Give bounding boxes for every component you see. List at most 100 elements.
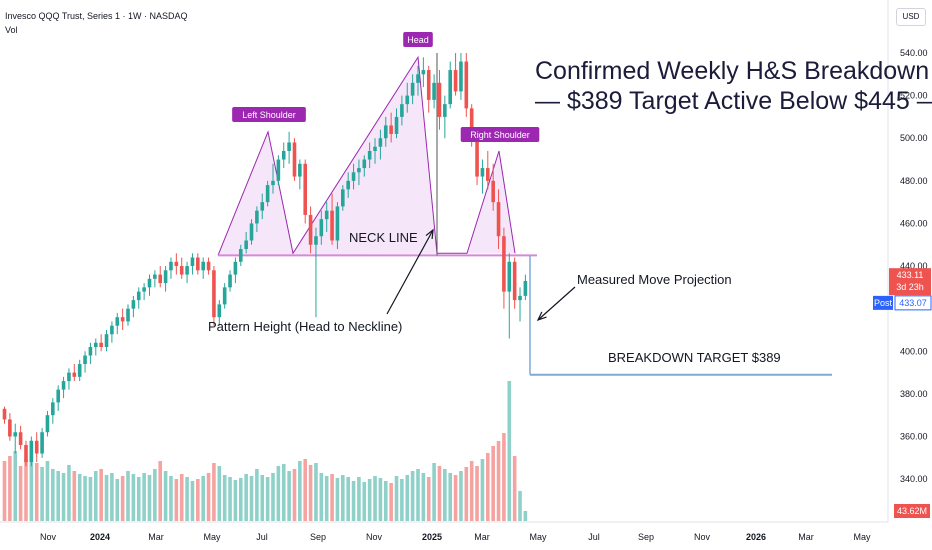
candle-body xyxy=(206,261,211,271)
post-price-value: 433.07 xyxy=(899,298,927,308)
candle-body xyxy=(400,104,404,117)
candle-body xyxy=(18,432,23,446)
time-axis-label: Nov xyxy=(366,532,383,542)
volume-bar xyxy=(126,471,130,521)
candle-body xyxy=(405,95,410,105)
time-axis-label: 2026 xyxy=(746,532,766,542)
time-axis-label: Sep xyxy=(310,532,326,542)
volume-bar xyxy=(389,483,393,521)
candle xyxy=(24,440,28,467)
candle xyxy=(512,257,517,309)
volume-bar xyxy=(400,479,404,521)
time-axis-label: May xyxy=(853,532,871,542)
price-tick-label: 360.00 xyxy=(900,431,928,441)
candle xyxy=(292,138,297,181)
candle-body xyxy=(475,138,479,177)
volume-bar xyxy=(72,471,77,521)
candle-body xyxy=(324,210,329,220)
volume-bar xyxy=(308,465,313,521)
volume-bar xyxy=(120,476,125,521)
time-axis-label: Mar xyxy=(148,532,164,542)
volume-bar xyxy=(432,463,436,521)
volume-bar xyxy=(437,466,442,521)
candle-body xyxy=(308,214,313,245)
candle-body xyxy=(260,202,265,211)
candle-body xyxy=(142,287,146,292)
candle-body xyxy=(104,334,109,348)
price-tick-label: 440.00 xyxy=(900,261,928,271)
volume-bar xyxy=(110,473,114,521)
candle xyxy=(72,364,77,382)
candle xyxy=(233,257,238,284)
candle xyxy=(29,436,34,467)
candle-body xyxy=(77,364,82,377)
candle-body xyxy=(265,185,270,203)
candle xyxy=(502,227,506,309)
volume-bar xyxy=(67,465,71,521)
time-axis-label: Mar xyxy=(798,532,814,542)
volume-bar xyxy=(496,441,501,521)
volume-indicator-label[interactable]: Vol xyxy=(5,25,18,35)
candle xyxy=(464,53,469,117)
candle-body xyxy=(346,180,350,190)
volume-bar xyxy=(512,456,517,521)
symbol-title[interactable]: Invesco QQQ Trust, Series 1 · 1W · NASDA… xyxy=(5,11,188,21)
candle xyxy=(13,423,18,454)
volume-bar xyxy=(314,463,318,521)
candle-body xyxy=(88,347,93,356)
candle xyxy=(260,193,265,220)
candle-body xyxy=(201,261,205,271)
candle xyxy=(67,368,71,390)
candle-body xyxy=(72,372,77,377)
candle xyxy=(421,57,426,88)
volume-bar xyxy=(260,475,265,521)
candle xyxy=(367,142,372,169)
volume-bar xyxy=(34,463,39,521)
candle-body xyxy=(244,240,248,250)
volume-bar xyxy=(142,473,146,521)
currency-button[interactable]: USD xyxy=(896,8,926,26)
volume-bar xyxy=(255,469,259,521)
candle-body xyxy=(249,223,254,241)
volume-bar xyxy=(93,471,98,521)
candle xyxy=(265,180,270,207)
candle-body xyxy=(190,257,195,267)
volume-bar xyxy=(212,463,216,521)
candle xyxy=(222,283,227,309)
candle-body xyxy=(421,70,426,75)
volume-bar xyxy=(244,474,248,521)
volume-bar xyxy=(83,476,87,521)
candle xyxy=(179,257,184,279)
volume-bar xyxy=(453,475,458,521)
candle-body xyxy=(8,419,12,437)
volume-bar xyxy=(523,511,528,521)
candle xyxy=(351,163,356,190)
candle-body xyxy=(330,210,334,241)
candle-body xyxy=(115,317,120,326)
candle xyxy=(8,413,12,441)
volume-bar xyxy=(99,469,103,521)
candle-body xyxy=(480,168,485,177)
volume-bar xyxy=(475,466,479,521)
candle xyxy=(147,274,152,296)
pattern-height-arrow xyxy=(386,229,434,315)
volume-bar xyxy=(136,477,141,521)
volume-bar xyxy=(448,473,453,521)
volume-bar xyxy=(56,471,60,521)
volume-bar xyxy=(394,476,399,521)
volume-value: 43.62M xyxy=(897,506,927,516)
candle-body xyxy=(298,163,302,177)
candle xyxy=(443,95,447,139)
last-price-tag xyxy=(889,268,931,296)
candle xyxy=(104,329,109,352)
price-tick-label: 460.00 xyxy=(900,218,928,228)
candle-body xyxy=(410,82,415,96)
candle xyxy=(319,210,324,245)
candle xyxy=(496,189,501,250)
volume-bar xyxy=(18,466,23,521)
candle xyxy=(410,74,415,105)
candle xyxy=(287,131,291,164)
candle-body xyxy=(179,266,184,275)
target-label: BREAKDOWN TARGET $389 xyxy=(608,350,781,365)
